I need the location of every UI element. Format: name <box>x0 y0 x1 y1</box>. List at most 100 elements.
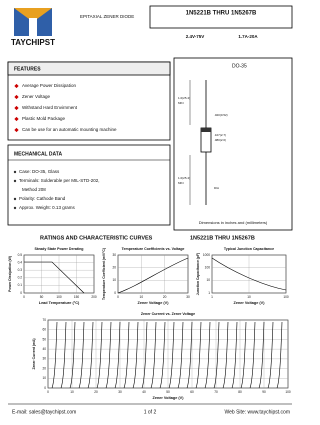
x-tick-label: 100 <box>56 295 62 299</box>
curve <box>204 321 211 389</box>
dimension: MIN <box>178 181 184 185</box>
datasheet: TAYCHIPST EPITAXIAL ZENER DIODE 1N5221B … <box>7 5 293 415</box>
curve <box>211 257 287 291</box>
y-tick-label: 0.4 <box>18 260 23 264</box>
y-tick-label: 50 <box>42 337 46 341</box>
feature-item: Can be use for an automatic mounting mac… <box>22 127 117 132</box>
x-tick-label: 90 <box>262 390 266 394</box>
y-tick-label: 0.2 <box>18 276 23 280</box>
x-tick-label: 20 <box>94 390 98 394</box>
x-tick-label: 50 <box>40 295 44 299</box>
chart-title: Steady State Power Derating <box>35 247 84 251</box>
curve <box>132 321 139 389</box>
y-tick-label: 70 <box>42 318 46 322</box>
curve <box>213 321 220 389</box>
mechanical-item: Polarity: Cathode Band <box>19 196 66 201</box>
feature-item: Zener Voltage <box>22 94 51 99</box>
footer-web: Web Site: www.taychipst.com <box>225 409 291 415</box>
bullet <box>14 127 19 133</box>
x-tick-label: 70 <box>214 390 218 394</box>
bullet <box>14 105 19 111</box>
y-tick-label: 0.3 <box>18 268 23 272</box>
dimension: .107(2.7) <box>214 133 226 137</box>
logo-text: TAYCHIPST <box>11 38 55 47</box>
x-tick-label: 60 <box>190 390 194 394</box>
curves-title: RATINGS AND CHARACTERISTIC CURVES <box>40 235 153 241</box>
footer-page: 1 of 2 <box>144 409 157 415</box>
chart-title: Zener Current vs. Zener Voltage <box>141 312 195 316</box>
y-axis-label: Power Dissipation (W) <box>8 256 12 292</box>
curve <box>114 321 121 389</box>
dimensions: 1.0(25.4)MIN.107(2.7).080(2.0).020(0.52)… <box>178 96 228 190</box>
dimension: .080(2.0) <box>214 138 226 142</box>
curve <box>276 321 283 389</box>
dimension: 1.0(25.4) <box>178 176 190 180</box>
features-header <box>7 61 171 76</box>
bullet <box>13 197 17 201</box>
features-title: FEATURES <box>14 66 41 72</box>
current: 1.7A-20A <box>238 34 258 39</box>
curves-part: 1N5221B THRU 1N5267B <box>190 235 255 241</box>
mechanical-title: MECHANICAL DATA <box>14 151 62 157</box>
feature-item: Average Power Dissipation <box>22 83 76 88</box>
bullet <box>14 116 19 122</box>
curve <box>78 321 85 389</box>
y-tick-label: 20 <box>112 266 116 270</box>
y-tick-label: 40 <box>42 347 46 351</box>
curve <box>240 321 247 389</box>
x-tick-label: 150 <box>74 295 80 299</box>
package-name: DO-35 <box>232 63 247 69</box>
y-axis-label: Zener Current (mA) <box>32 338 36 369</box>
x-axis-label: Zener Voltage (V) <box>234 301 266 305</box>
features-list: Average Power Dissipation Zener Voltage Wi… <box>14 83 117 132</box>
chart-title: Typical Junction Capacitance <box>224 247 274 251</box>
curve <box>69 321 76 389</box>
x-axis-label: Zener Voltage (V) <box>153 396 185 400</box>
title: 1N5221B THRU 1N5267B <box>186 11 257 17</box>
plot-area <box>117 254 189 294</box>
curve <box>249 321 256 389</box>
y-tick-label: 10 <box>42 376 46 380</box>
feature-item: Withstand Hard Envirnment <box>22 105 78 110</box>
x-tick-label: 100 <box>283 295 289 299</box>
curve <box>231 321 238 389</box>
curve <box>159 321 166 389</box>
curve <box>123 321 130 389</box>
curve <box>222 321 229 389</box>
y-axis-label: Junction Capacitance (pF) <box>196 253 200 295</box>
curve <box>267 321 274 389</box>
curve <box>105 321 112 389</box>
y-tick-label: 10 <box>206 278 210 282</box>
mechanical-item: Method 208 <box>22 187 46 192</box>
y-tick-label: 0.5 <box>18 253 23 257</box>
mechanical-item: Approx. Weight: 0.13 grams <box>19 205 75 210</box>
curve <box>51 321 58 389</box>
x-tick-label: 1 <box>211 295 213 299</box>
x-tick-label: 10 <box>70 390 74 394</box>
y-tick-label: 10 <box>112 278 116 282</box>
logo <box>14 8 52 36</box>
y-tick-label: 100 <box>205 266 211 270</box>
curve <box>96 321 103 389</box>
curve <box>168 321 175 389</box>
y-axis-label: Temperature Coefficient (mV/°C) <box>102 248 106 300</box>
x-axis-label: Zener Voltage (V) <box>138 301 170 305</box>
curve <box>186 321 193 389</box>
mechanical-item: Case: DO-35, Glass <box>19 169 60 174</box>
y-tick-label: 30 <box>112 253 116 257</box>
x-tick-label: 80 <box>238 390 242 394</box>
curve <box>195 321 202 389</box>
package-box <box>173 57 293 231</box>
dimension: MIN <box>178 101 184 105</box>
curve <box>60 321 67 389</box>
bullet <box>13 170 17 174</box>
y-tick-label: 0.1 <box>18 283 23 287</box>
bullet <box>13 179 17 183</box>
bullet <box>14 83 19 89</box>
title-box <box>149 5 293 29</box>
x-tick-label: 30 <box>118 390 122 394</box>
voltage: 2.4V-75V <box>186 34 205 39</box>
curve <box>177 321 184 389</box>
